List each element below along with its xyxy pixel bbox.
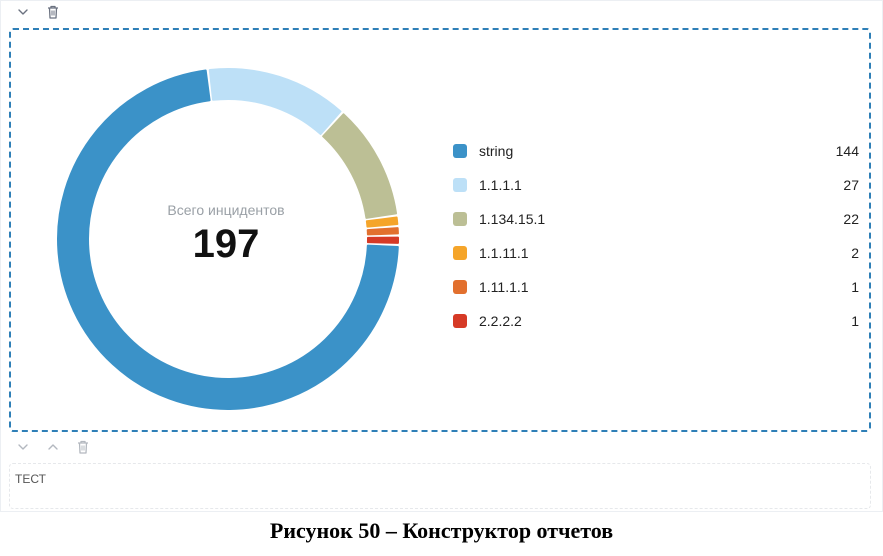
chevron-down-icon[interactable] xyxy=(15,4,31,20)
legend-value: 1 xyxy=(851,313,859,329)
legend-swatch xyxy=(453,144,467,158)
legend-value: 27 xyxy=(843,177,859,193)
trash-icon[interactable] xyxy=(45,4,61,20)
legend-item[interactable]: 2.2.2.2 1 xyxy=(453,304,859,338)
legend-value: 22 xyxy=(843,211,859,227)
donut-slice-1-134-15-1[interactable] xyxy=(322,113,398,219)
text-block[interactable]: ТЕСТ xyxy=(9,463,871,509)
legend-value: 144 xyxy=(835,143,859,159)
donut-chart xyxy=(57,68,399,410)
chart-legend: string 144 1.1.1.1 27 1.134.15.1 22 1.1.11.1 2 1… xyxy=(453,134,859,338)
legend-label: 1.1.11.1 xyxy=(479,245,529,261)
legend-item[interactable]: 1.11.1.1 1 xyxy=(453,270,859,304)
donut-center-label: Всего инцидентов xyxy=(167,202,285,218)
donut-slice-1-1-11-1[interactable] xyxy=(365,216,399,228)
chevron-down-icon[interactable] xyxy=(15,439,31,455)
legend-swatch xyxy=(453,280,467,294)
legend-swatch xyxy=(453,178,467,192)
legend-item[interactable]: 1.134.15.1 22 xyxy=(453,202,859,236)
legend-item[interactable]: string 144 xyxy=(453,134,859,168)
donut-slice-2-2-2-2[interactable] xyxy=(366,236,399,244)
legend-value: 1 xyxy=(851,279,859,295)
chevron-up-icon[interactable] xyxy=(45,439,61,455)
report-builder-screen: Всего инцидентов 197 string 144 1.1.1.1 27 1… xyxy=(0,0,883,512)
legend-label: string xyxy=(479,143,514,159)
widget-toolbar xyxy=(15,4,61,20)
legend-item[interactable]: 1.1.11.1 2 xyxy=(453,236,859,270)
legend-item[interactable]: 1.1.1.1 27 xyxy=(453,168,859,202)
legend-swatch xyxy=(453,246,467,260)
text-block-toolbar xyxy=(15,439,91,455)
donut-slice-1-1-1-1[interactable] xyxy=(208,68,342,136)
legend-label: 1.134.15.1 xyxy=(479,211,546,227)
legend-label: 1.11.1.1 xyxy=(479,279,529,295)
legend-label: 2.2.2.2 xyxy=(479,313,522,329)
donut-slice-string[interactable] xyxy=(57,69,399,410)
legend-swatch xyxy=(453,212,467,226)
donut-slice-1-11-1-1[interactable] xyxy=(366,227,399,236)
trash-icon[interactable] xyxy=(75,439,91,455)
chart-widget[interactable]: Всего инцидентов 197 string 144 1.1.1.1 27 1… xyxy=(9,28,871,432)
donut-center-total: 197 xyxy=(192,222,260,266)
legend-value: 2 xyxy=(851,245,859,261)
legend-swatch xyxy=(453,314,467,328)
legend-label: 1.1.1.1 xyxy=(479,177,522,193)
figure-caption: Рисунок 50 – Конструктор отчетов xyxy=(269,518,614,543)
